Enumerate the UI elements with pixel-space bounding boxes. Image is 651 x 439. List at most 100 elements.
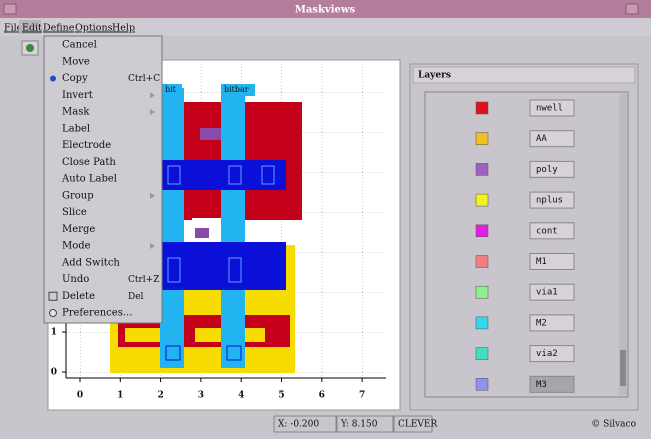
layer-name: cont <box>536 226 558 236</box>
layer-swatch[interactable] <box>475 193 489 207</box>
layer-button[interactable] <box>529 345 575 363</box>
layer-button[interactable] <box>529 99 575 117</box>
y-axis-label: 0 <box>51 368 57 378</box>
menu-option[interactable]: Mask <box>62 107 90 118</box>
menu-option[interactable]: Preferences... <box>62 308 132 319</box>
layer-button[interactable] <box>529 283 575 301</box>
layer-button[interactable] <box>529 375 575 393</box>
m2-strip <box>221 88 245 368</box>
layer-swatch[interactable] <box>475 255 489 268</box>
menu-shortcut: Ctrl+Z <box>128 275 159 285</box>
x-axis-label: 4 <box>238 391 244 401</box>
m1-bar <box>160 242 286 290</box>
status-credit: © Silvaco <box>591 420 636 430</box>
status-x: X: -0.200 <box>278 420 319 430</box>
menu-highlight <box>19 20 41 34</box>
submenu-arrow <box>150 109 155 115</box>
menu-option[interactable]: Merge <box>62 224 95 235</box>
window-menu-button[interactable] <box>3 3 17 15</box>
x-axis-label: 2 <box>157 391 163 401</box>
layer-swatch[interactable] <box>475 316 489 330</box>
menu-item[interactable]: Help <box>112 23 135 34</box>
layer-button[interactable] <box>529 314 575 332</box>
menu-item[interactable]: File <box>4 23 23 34</box>
status-field <box>336 415 394 433</box>
layer-button[interactable] <box>529 253 575 270</box>
aa-shape <box>125 328 165 342</box>
poly-shape <box>195 228 209 238</box>
menu-option[interactable]: Delete <box>62 291 95 302</box>
x-axis-label: 1 <box>117 391 123 401</box>
status-y: Y: 8.150 <box>340 420 378 430</box>
menu-option[interactable]: Move <box>62 56 90 67</box>
layer-name: AA <box>536 134 547 144</box>
layer-swatch[interactable] <box>475 163 489 176</box>
contact <box>165 345 181 361</box>
layer-swatch[interactable] <box>475 101 489 115</box>
menu-option[interactable]: Add Switch <box>61 257 120 268</box>
menu-option[interactable]: Label <box>62 123 90 134</box>
y-axis-label: 1 <box>51 328 57 338</box>
menu-option[interactable]: Auto Label <box>61 174 117 185</box>
status-mode: CLEVER <box>398 420 438 430</box>
scrollbar[interactable] <box>619 94 627 395</box>
layer-swatch[interactable] <box>475 378 489 391</box>
menu-bar <box>0 18 651 36</box>
scroll-thumb[interactable] <box>620 350 626 386</box>
layer-name: M3 <box>536 380 547 390</box>
menu-item[interactable]: Options <box>75 23 113 34</box>
menu-shortcut: Del <box>128 292 144 302</box>
tool-icon <box>26 44 34 52</box>
menu-option[interactable]: Slice <box>62 207 87 218</box>
layout-shapes <box>110 84 302 373</box>
menu-item[interactable]: Define <box>43 23 75 34</box>
x-axis-label: 6 <box>319 391 325 401</box>
status-field <box>393 415 433 433</box>
layer-name: nplus <box>536 196 563 206</box>
layers-list <box>424 91 629 398</box>
layer-button[interactable] <box>529 160 575 178</box>
status-field <box>273 415 337 433</box>
submenu-arrow <box>150 243 155 249</box>
layer-swatch[interactable] <box>475 132 489 145</box>
label-box <box>221 84 255 96</box>
layer-button[interactable] <box>529 191 575 209</box>
m1-bar <box>160 160 286 190</box>
x-axis-label: 0 <box>77 391 83 401</box>
maximize-button[interactable] <box>625 3 639 15</box>
layer-name: M1 <box>536 257 547 267</box>
menu-option[interactable]: Copy <box>62 73 88 84</box>
contact <box>228 165 242 185</box>
layer-swatch[interactable] <box>475 285 489 299</box>
x-axis-label: 3 <box>198 391 204 401</box>
layer-name: via2 <box>536 349 558 359</box>
menu-option[interactable]: Group <box>62 190 94 201</box>
layers-header <box>412 66 636 84</box>
menu-option[interactable]: Electrode <box>62 140 111 151</box>
menu-option[interactable]: Cancel <box>62 40 97 51</box>
contact <box>167 165 181 185</box>
menu-option[interactable]: Mode <box>62 241 91 252</box>
layers-title: Layers <box>418 71 451 81</box>
layer-swatch[interactable] <box>475 347 489 360</box>
layer-name: M2 <box>536 318 547 328</box>
layer-swatch[interactable] <box>475 224 489 238</box>
menu-item[interactable]: Edit <box>22 23 42 34</box>
x-axis-label: 7 <box>359 391 365 401</box>
menu-option[interactable]: Undo <box>62 274 89 285</box>
menu-option[interactable]: Invert <box>62 90 93 101</box>
layer-name: nwell <box>536 104 563 114</box>
menu-shortcut: Ctrl+C <box>128 74 160 84</box>
x-axis-label: 5 <box>278 391 284 401</box>
layer-name: poly <box>536 165 558 175</box>
submenu-arrow <box>150 92 155 99</box>
layer-button[interactable] <box>529 130 575 148</box>
edit-menu <box>43 35 163 324</box>
menu-option[interactable]: Close Path <box>62 157 116 168</box>
window-title: Maskviews <box>295 5 356 16</box>
label-box <box>160 84 182 96</box>
radio-icon <box>50 75 56 82</box>
layer-button[interactable] <box>529 222 575 240</box>
